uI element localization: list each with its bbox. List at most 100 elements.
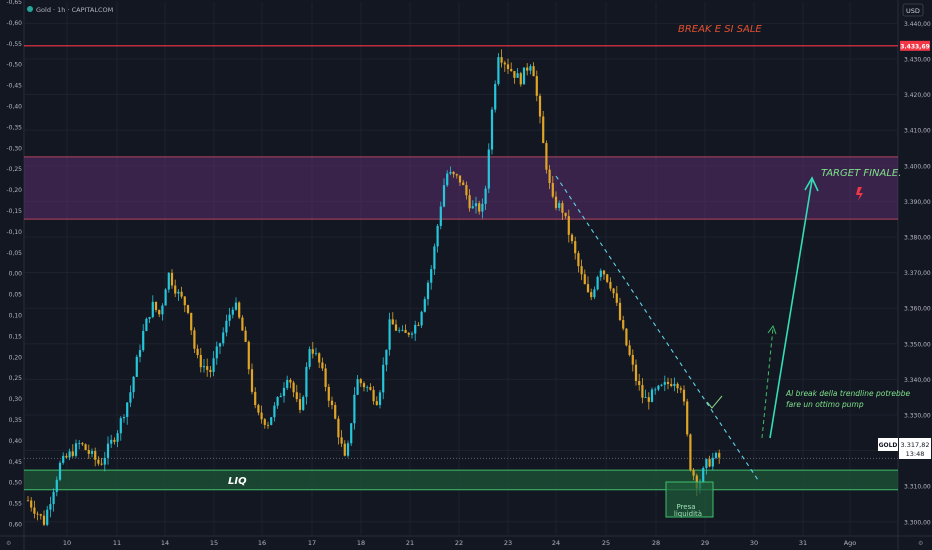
candle-body[interactable] xyxy=(215,346,218,359)
candle-body[interactable] xyxy=(161,305,164,315)
candle-body[interactable] xyxy=(212,358,215,373)
candle-body[interactable] xyxy=(442,185,446,207)
candle-body[interactable] xyxy=(356,379,359,395)
candle-body[interactable] xyxy=(334,405,337,419)
candle-body[interactable] xyxy=(36,513,39,515)
candle-body[interactable] xyxy=(641,385,644,398)
candle-body[interactable] xyxy=(394,324,398,331)
candle-body[interactable] xyxy=(577,253,580,267)
candle-body[interactable] xyxy=(631,355,634,365)
candle-body[interactable] xyxy=(583,274,586,285)
candle-body[interactable] xyxy=(302,396,305,410)
candle-body[interactable] xyxy=(574,241,577,254)
candle-body[interactable] xyxy=(286,379,289,388)
candle-body[interactable] xyxy=(337,418,340,438)
candle-body[interactable] xyxy=(378,392,382,405)
candle-body[interactable] xyxy=(138,350,142,357)
candle-body[interactable] xyxy=(282,387,286,396)
candle-body[interactable] xyxy=(676,383,679,389)
candle-body[interactable] xyxy=(590,292,593,298)
candle-body[interactable] xyxy=(55,479,58,492)
candle-body[interactable] xyxy=(110,439,113,444)
candle-body[interactable] xyxy=(311,349,314,354)
candle-body[interactable] xyxy=(567,216,570,235)
candle-body[interactable] xyxy=(398,330,401,332)
candle-body[interactable] xyxy=(638,381,641,386)
currency-button[interactable] xyxy=(902,3,924,17)
candle-body[interactable] xyxy=(270,417,273,425)
candle-body[interactable] xyxy=(660,384,663,386)
candle-body[interactable] xyxy=(119,418,122,434)
candle-body[interactable] xyxy=(321,362,324,369)
candle-body[interactable] xyxy=(644,397,647,399)
candle-body[interactable] xyxy=(391,319,394,325)
candle-body[interactable] xyxy=(497,57,500,84)
candle-body[interactable] xyxy=(494,83,497,110)
candle-body[interactable] xyxy=(686,401,689,435)
candle-body[interactable] xyxy=(126,402,129,418)
candle-body[interactable] xyxy=(343,443,346,456)
candle-body[interactable] xyxy=(654,389,657,391)
candle-body[interactable] xyxy=(58,462,62,480)
candle-body[interactable] xyxy=(468,195,471,209)
liq-annotation[interactable]: LIQ xyxy=(228,476,247,487)
candle-body[interactable] xyxy=(564,212,567,217)
candle-body[interactable] xyxy=(298,399,302,410)
candle-body[interactable] xyxy=(314,353,318,355)
candle-body[interactable] xyxy=(62,455,65,463)
candle-body[interactable] xyxy=(487,149,490,189)
candle-body[interactable] xyxy=(71,451,74,456)
candle-body[interactable] xyxy=(30,500,33,508)
candle-body[interactable] xyxy=(503,62,506,65)
candle-body[interactable] xyxy=(481,203,484,212)
candle-body[interactable] xyxy=(90,451,94,454)
candle-body[interactable] xyxy=(202,366,206,368)
candle-body[interactable] xyxy=(196,348,199,356)
candle-body[interactable] xyxy=(247,341,250,370)
candle-body[interactable] xyxy=(148,317,151,319)
candle-body[interactable] xyxy=(87,449,90,454)
candle-body[interactable] xyxy=(97,459,100,464)
candle-body[interactable] xyxy=(279,395,282,398)
candle-body[interactable] xyxy=(414,324,417,334)
candle-body[interactable] xyxy=(526,67,529,71)
candle-body[interactable] xyxy=(538,95,542,117)
candle-body[interactable] xyxy=(439,206,442,226)
candle-body[interactable] xyxy=(650,389,654,402)
candle-body[interactable] xyxy=(199,355,202,368)
candle-body[interactable] xyxy=(666,381,670,384)
resistance-zone-purple[interactable] xyxy=(24,156,898,220)
candle-body[interactable] xyxy=(657,385,660,390)
candle-body[interactable] xyxy=(186,305,190,313)
candle-body[interactable] xyxy=(714,452,718,458)
candle-body[interactable] xyxy=(602,270,606,275)
candle-body[interactable] xyxy=(39,514,42,516)
candle-body[interactable] xyxy=(452,171,455,175)
candle-body[interactable] xyxy=(628,345,631,356)
candle-body[interactable] xyxy=(289,379,292,383)
candle-body[interactable] xyxy=(554,196,558,208)
candle-body[interactable] xyxy=(353,394,356,424)
candle-body[interactable] xyxy=(542,116,545,144)
candle-body[interactable] xyxy=(410,333,414,335)
candle-body[interactable] xyxy=(430,269,433,283)
candle-body[interactable] xyxy=(260,412,263,420)
candle-body[interactable] xyxy=(209,369,212,373)
candle-body[interactable] xyxy=(711,457,714,467)
candle-body[interactable] xyxy=(516,73,519,78)
candle-body[interactable] xyxy=(49,504,52,510)
candle-body[interactable] xyxy=(522,67,526,85)
candle-body[interactable] xyxy=(548,169,551,184)
candle-body[interactable] xyxy=(513,71,516,78)
candle-body[interactable] xyxy=(596,276,599,290)
candle-body[interactable] xyxy=(228,314,231,321)
candle-body[interactable] xyxy=(679,388,682,390)
candle-body[interactable] xyxy=(177,291,180,294)
candle-body[interactable] xyxy=(142,330,145,351)
candle-body[interactable] xyxy=(122,417,126,419)
candle-body[interactable] xyxy=(78,443,81,444)
candle-body[interactable] xyxy=(455,174,458,176)
candle-body[interactable] xyxy=(190,312,193,331)
candle-body[interactable] xyxy=(174,285,177,294)
